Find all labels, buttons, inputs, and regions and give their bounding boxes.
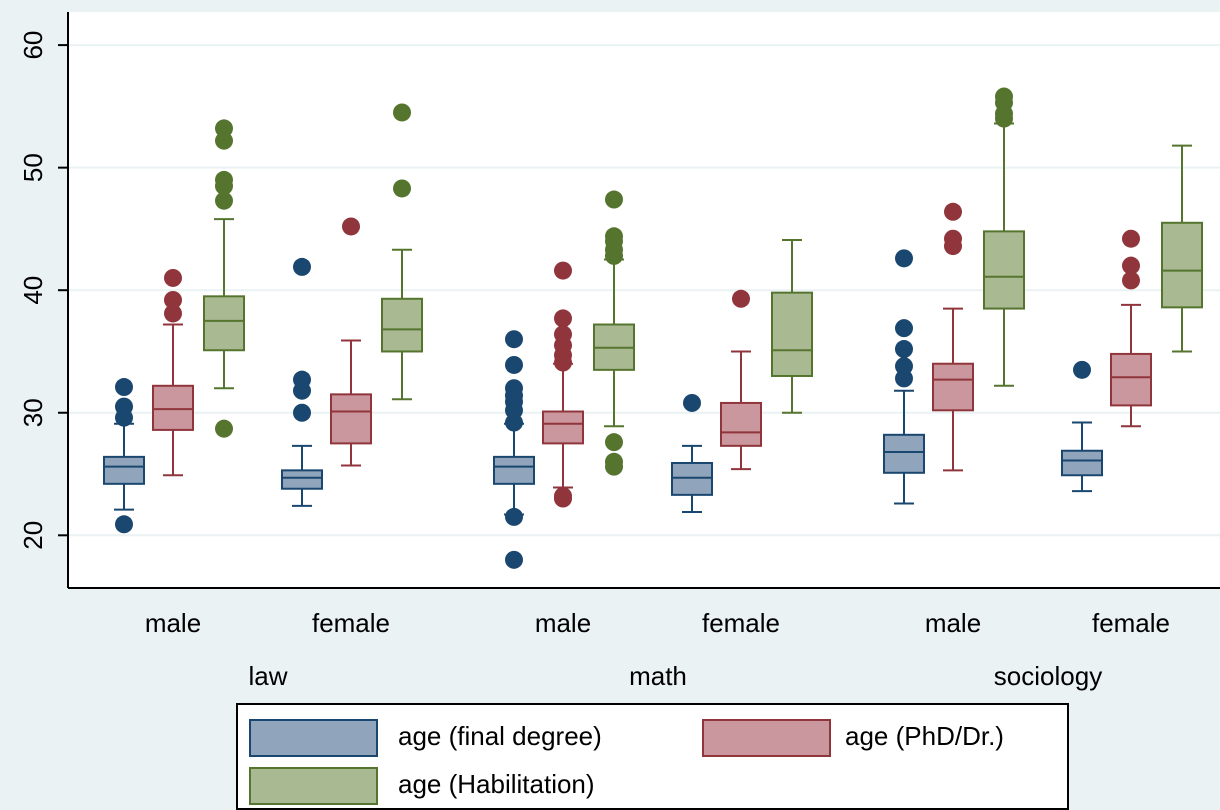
outlier (1122, 229, 1140, 248)
outlier (164, 304, 182, 323)
outlier (293, 381, 311, 400)
box (1061, 449, 1103, 477)
box (203, 295, 245, 352)
y-tick-label: 50 (18, 153, 48, 182)
outlier (554, 309, 572, 328)
outlier (215, 419, 233, 438)
outlier (393, 179, 411, 198)
outlier (605, 433, 623, 452)
outlier (732, 289, 750, 308)
x-tick-label: male (925, 608, 981, 638)
outlier (164, 268, 182, 287)
outlier (683, 393, 701, 412)
y-tick-label: 30 (18, 398, 48, 427)
legend-swatch (249, 719, 378, 757)
box (281, 469, 323, 490)
outlier (995, 109, 1013, 128)
outlier (115, 515, 133, 534)
box (883, 433, 925, 474)
legend-label: age (Habilitation) (398, 769, 595, 799)
box (1110, 352, 1152, 407)
outlier (505, 355, 523, 374)
box (330, 393, 372, 445)
y-tick-label: 40 (18, 276, 48, 305)
outlier (605, 246, 623, 265)
outlier (895, 319, 913, 338)
outlier (215, 191, 233, 210)
outlier (554, 489, 572, 508)
x-tick-label: female (702, 608, 780, 638)
outlier (215, 177, 233, 196)
outlier (164, 291, 182, 309)
outlier (505, 330, 523, 349)
outlier (605, 457, 623, 476)
box (542, 410, 584, 445)
outlier (293, 257, 311, 276)
outlier (505, 413, 523, 432)
x-tick-label: female (1092, 608, 1170, 638)
x-tick-label: female (312, 608, 390, 638)
outlier (895, 249, 913, 268)
outlier (293, 403, 311, 422)
y-tick-label: 20 (18, 521, 48, 550)
outlier (554, 261, 572, 280)
y-tick-label: 60 (18, 31, 48, 60)
box (1161, 221, 1203, 309)
outlier (944, 202, 962, 221)
x-tick-label: male (145, 608, 201, 638)
outlier (895, 369, 913, 388)
outlier (505, 507, 523, 526)
box (771, 291, 813, 377)
legend-label: age (final degree) (398, 721, 602, 751)
plot-area (68, 12, 1220, 588)
box (103, 455, 145, 485)
outlier (342, 217, 360, 236)
outlier (895, 340, 913, 359)
group-label: law (248, 661, 287, 691)
legend-swatch (702, 719, 831, 757)
group-label: math (629, 661, 687, 691)
box (381, 297, 423, 353)
box (932, 362, 974, 412)
outlier (1122, 256, 1140, 275)
box (983, 230, 1025, 310)
legend-label: age (PhD/Dr.) (845, 721, 1004, 751)
outlier (115, 378, 133, 397)
outlier (554, 353, 572, 372)
x-tick-label: male (535, 608, 591, 638)
box (720, 401, 762, 447)
outlier (215, 131, 233, 150)
outlier (1073, 360, 1091, 379)
outlier (115, 408, 133, 427)
outlier (1122, 271, 1140, 290)
legend-swatch (249, 767, 378, 805)
box (493, 455, 535, 485)
outlier (944, 237, 962, 256)
outlier (393, 103, 411, 122)
box (671, 461, 713, 496)
outlier (605, 190, 623, 209)
box (152, 384, 194, 431)
group-label: sociology (994, 661, 1102, 691)
outlier (505, 550, 523, 569)
